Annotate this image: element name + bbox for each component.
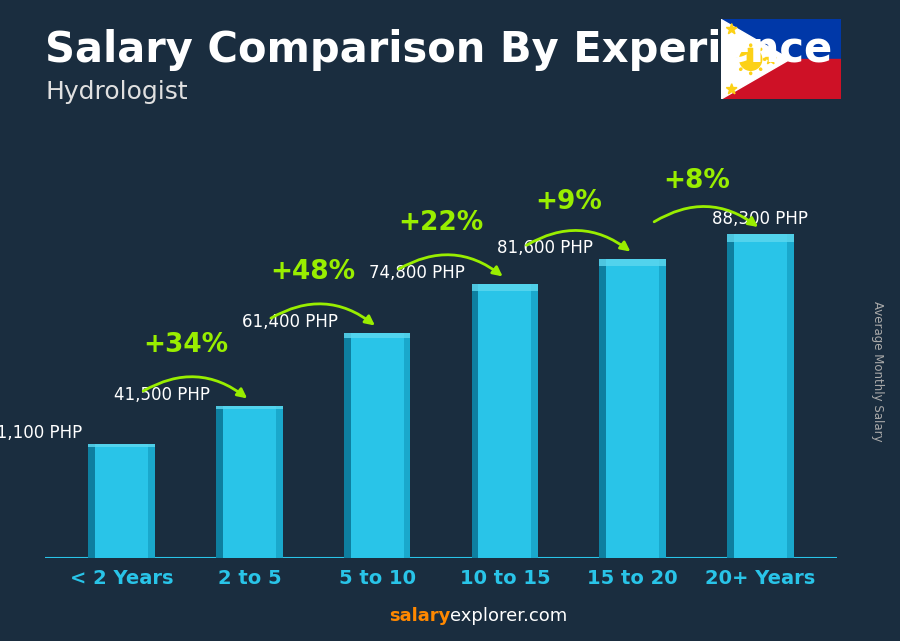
Text: Hydrologist: Hydrologist: [45, 80, 187, 104]
Polygon shape: [726, 24, 737, 34]
Bar: [787, 234, 794, 558]
Polygon shape: [726, 84, 737, 94]
Bar: [276, 406, 283, 558]
Polygon shape: [721, 19, 841, 99]
Text: Salary Comparison By Experience: Salary Comparison By Experience: [45, 29, 832, 71]
Bar: [216, 406, 283, 558]
Bar: [344, 333, 410, 558]
Text: +48%: +48%: [271, 259, 356, 285]
Bar: [344, 333, 410, 338]
Text: explorer.com: explorer.com: [450, 607, 567, 625]
Polygon shape: [721, 60, 841, 99]
Bar: [599, 259, 666, 266]
Polygon shape: [721, 19, 790, 99]
Text: 81,600 PHP: 81,600 PHP: [497, 239, 593, 257]
Text: 31,100 PHP: 31,100 PHP: [0, 424, 82, 442]
Bar: [88, 444, 155, 558]
Bar: [216, 406, 283, 410]
Bar: [216, 406, 223, 558]
Text: Average Monthly Salary: Average Monthly Salary: [871, 301, 884, 442]
Text: 88,300 PHP: 88,300 PHP: [713, 210, 808, 228]
Bar: [599, 259, 666, 558]
Text: salary: salary: [389, 607, 450, 625]
Bar: [659, 259, 666, 558]
Bar: [531, 284, 538, 558]
Polygon shape: [765, 54, 776, 64]
Circle shape: [740, 48, 761, 71]
Bar: [344, 333, 351, 558]
Bar: [88, 444, 155, 447]
Bar: [727, 234, 794, 558]
Text: +8%: +8%: [663, 168, 730, 194]
Bar: [727, 234, 794, 242]
Bar: [599, 259, 606, 558]
Text: 61,400 PHP: 61,400 PHP: [241, 313, 338, 331]
Bar: [472, 284, 478, 558]
Text: 74,800 PHP: 74,800 PHP: [369, 264, 465, 282]
Bar: [404, 333, 410, 558]
Bar: [472, 284, 538, 558]
Polygon shape: [721, 19, 841, 60]
Bar: [727, 234, 734, 558]
Bar: [148, 444, 155, 558]
Text: +9%: +9%: [536, 189, 602, 215]
Bar: [472, 284, 538, 290]
Bar: [88, 444, 95, 558]
Text: 41,500 PHP: 41,500 PHP: [113, 386, 210, 404]
Text: +34%: +34%: [143, 332, 228, 358]
Text: +22%: +22%: [399, 210, 483, 236]
